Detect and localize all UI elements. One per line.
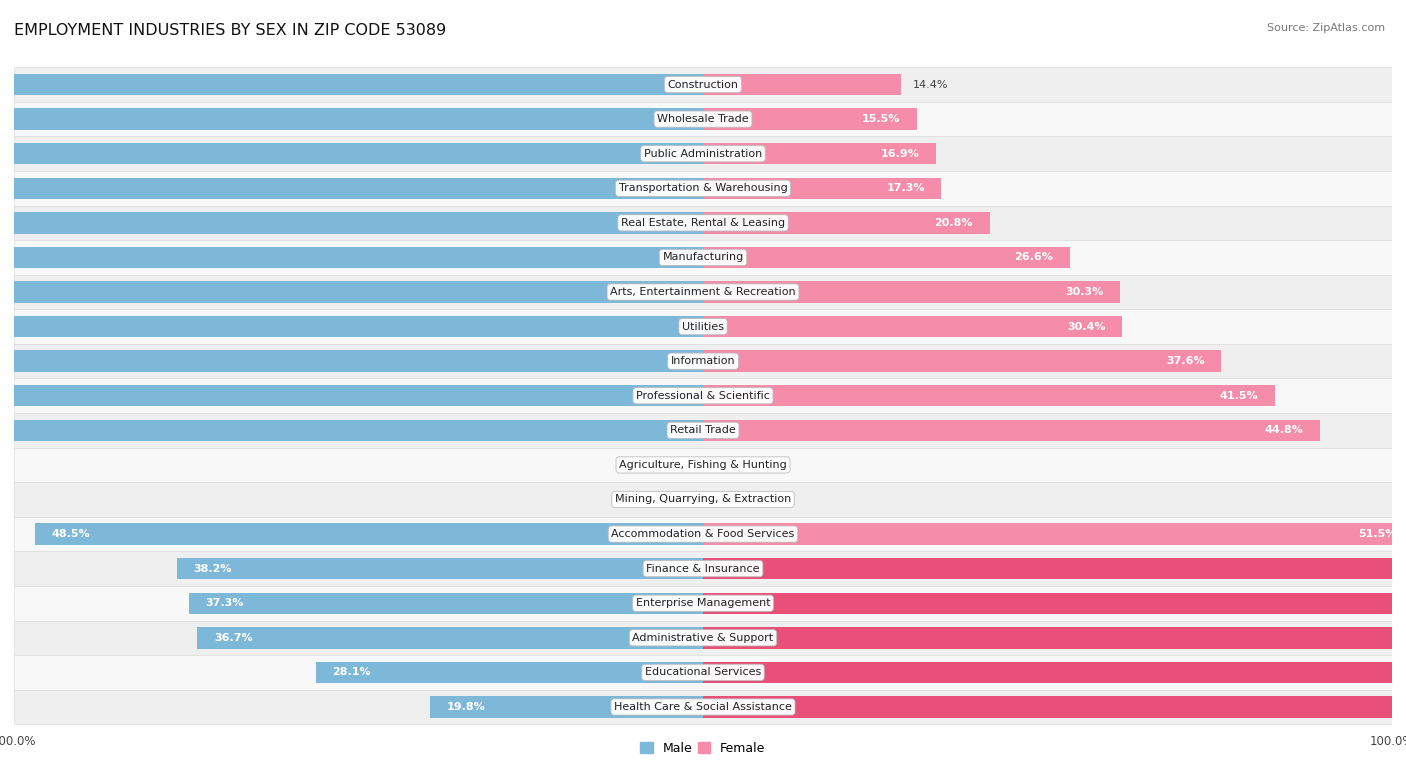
Bar bbox=[14, 379, 1392, 413]
Bar bbox=[703, 420, 1320, 441]
Text: Wholesale Trade: Wholesale Trade bbox=[657, 114, 749, 124]
Text: 19.8%: 19.8% bbox=[447, 702, 485, 712]
Bar bbox=[0, 212, 703, 234]
Bar bbox=[14, 310, 1392, 344]
Bar bbox=[430, 696, 703, 718]
Bar bbox=[0, 247, 703, 268]
Text: Public Administration: Public Administration bbox=[644, 149, 762, 159]
Text: 17.3%: 17.3% bbox=[886, 183, 925, 193]
Text: Transportation & Warehousing: Transportation & Warehousing bbox=[619, 183, 787, 193]
Bar bbox=[703, 523, 1406, 545]
Bar bbox=[35, 523, 703, 545]
Bar bbox=[703, 316, 1122, 338]
Text: Information: Information bbox=[671, 356, 735, 366]
Bar bbox=[197, 627, 703, 649]
Bar bbox=[703, 212, 990, 234]
Bar bbox=[703, 696, 1406, 718]
Bar bbox=[0, 351, 703, 372]
Bar bbox=[14, 240, 1392, 275]
Bar bbox=[703, 178, 942, 199]
Bar bbox=[703, 74, 901, 95]
Bar bbox=[316, 662, 703, 683]
Bar bbox=[14, 552, 1392, 586]
Bar bbox=[703, 143, 936, 165]
Bar bbox=[703, 109, 917, 130]
Bar bbox=[703, 558, 1406, 580]
Text: 0.0%: 0.0% bbox=[654, 460, 682, 470]
Bar bbox=[0, 282, 703, 303]
Text: 15.5%: 15.5% bbox=[862, 114, 900, 124]
Text: Agriculture, Fishing & Hunting: Agriculture, Fishing & Hunting bbox=[619, 460, 787, 470]
Bar bbox=[14, 621, 1392, 655]
Bar bbox=[0, 74, 703, 95]
Bar bbox=[703, 627, 1406, 649]
Text: Real Estate, Rental & Leasing: Real Estate, Rental & Leasing bbox=[621, 218, 785, 228]
Text: Source: ZipAtlas.com: Source: ZipAtlas.com bbox=[1267, 23, 1385, 33]
Bar bbox=[14, 690, 1392, 724]
Text: Construction: Construction bbox=[668, 80, 738, 89]
Bar bbox=[14, 344, 1392, 379]
Text: 51.5%: 51.5% bbox=[1358, 529, 1396, 539]
Bar bbox=[14, 102, 1392, 137]
Bar bbox=[14, 448, 1392, 482]
Bar bbox=[0, 316, 703, 338]
Text: 41.5%: 41.5% bbox=[1219, 391, 1258, 400]
Bar bbox=[14, 655, 1392, 690]
Text: Arts, Entertainment & Recreation: Arts, Entertainment & Recreation bbox=[610, 287, 796, 297]
Text: 14.4%: 14.4% bbox=[912, 80, 948, 89]
Legend: Male, Female: Male, Female bbox=[636, 737, 770, 760]
Bar bbox=[14, 206, 1392, 240]
Text: 36.7%: 36.7% bbox=[214, 632, 253, 643]
Text: Professional & Scientific: Professional & Scientific bbox=[636, 391, 770, 400]
Bar bbox=[177, 558, 703, 580]
Bar bbox=[14, 413, 1392, 448]
Bar bbox=[0, 385, 703, 407]
Bar bbox=[14, 68, 1392, 102]
Bar bbox=[0, 420, 703, 441]
Text: 20.8%: 20.8% bbox=[935, 218, 973, 228]
Text: 44.8%: 44.8% bbox=[1265, 425, 1303, 435]
Bar bbox=[703, 662, 1406, 683]
Text: Health Care & Social Assistance: Health Care & Social Assistance bbox=[614, 702, 792, 712]
Bar bbox=[0, 109, 703, 130]
Text: 26.6%: 26.6% bbox=[1014, 252, 1053, 262]
Bar bbox=[703, 282, 1121, 303]
Bar bbox=[14, 275, 1392, 310]
Bar bbox=[703, 385, 1275, 407]
Bar bbox=[14, 517, 1392, 552]
Text: 37.3%: 37.3% bbox=[205, 598, 245, 608]
Text: 37.6%: 37.6% bbox=[1166, 356, 1205, 366]
Text: 0.0%: 0.0% bbox=[724, 460, 752, 470]
Bar bbox=[14, 137, 1392, 171]
Bar bbox=[188, 593, 703, 614]
Text: Mining, Quarrying, & Extraction: Mining, Quarrying, & Extraction bbox=[614, 494, 792, 504]
Text: EMPLOYMENT INDUSTRIES BY SEX IN ZIP CODE 53089: EMPLOYMENT INDUSTRIES BY SEX IN ZIP CODE… bbox=[14, 23, 446, 38]
Bar bbox=[0, 178, 703, 199]
Text: Administrative & Support: Administrative & Support bbox=[633, 632, 773, 643]
Bar bbox=[14, 171, 1392, 206]
Bar bbox=[703, 593, 1406, 614]
Bar bbox=[0, 143, 703, 165]
Text: Finance & Insurance: Finance & Insurance bbox=[647, 563, 759, 573]
Text: 30.3%: 30.3% bbox=[1066, 287, 1104, 297]
Text: 30.4%: 30.4% bbox=[1067, 321, 1105, 331]
Text: Enterprise Management: Enterprise Management bbox=[636, 598, 770, 608]
Text: Educational Services: Educational Services bbox=[645, 667, 761, 677]
Text: 0.0%: 0.0% bbox=[654, 494, 682, 504]
Text: 28.1%: 28.1% bbox=[332, 667, 371, 677]
Bar bbox=[14, 586, 1392, 621]
Text: Accommodation & Food Services: Accommodation & Food Services bbox=[612, 529, 794, 539]
Text: Utilities: Utilities bbox=[682, 321, 724, 331]
Bar bbox=[14, 482, 1392, 517]
Text: Retail Trade: Retail Trade bbox=[671, 425, 735, 435]
Text: 48.5%: 48.5% bbox=[51, 529, 90, 539]
Bar bbox=[703, 247, 1070, 268]
Text: 16.9%: 16.9% bbox=[880, 149, 920, 159]
Text: 38.2%: 38.2% bbox=[193, 563, 232, 573]
Text: 0.0%: 0.0% bbox=[724, 494, 752, 504]
Text: Manufacturing: Manufacturing bbox=[662, 252, 744, 262]
Bar bbox=[703, 351, 1220, 372]
